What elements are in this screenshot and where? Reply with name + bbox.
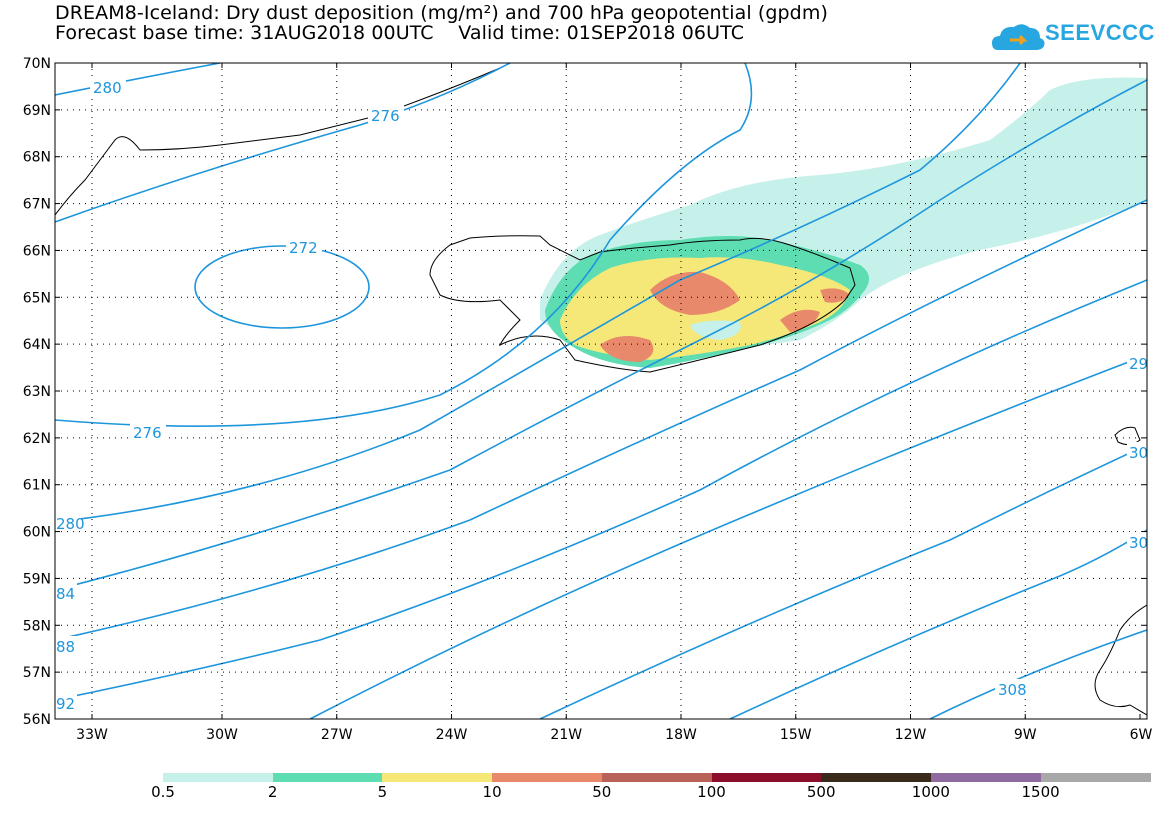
dust-iceland-orange-2 [600,336,654,362]
contour-label: 280 [93,79,122,97]
lon-label: 24W [436,727,468,743]
contour-label: 92 [56,695,75,713]
lon-label: 15W [780,727,812,743]
legend-label: 1000 [911,783,950,801]
lat-label: 68N [23,150,51,166]
contour-label: 276 [371,107,400,125]
lat-label: 57N [23,665,51,681]
lat-label: 58N [23,618,51,634]
lat-label: 66N [23,243,51,259]
axis-ticks [55,62,1147,720]
contour-label: 280 [56,515,85,533]
cloud-logo-icon [992,24,1045,50]
legend-color-box [492,773,603,782]
latitude-labels: 70N 69N 68N 67N 66N 65N 64N 63N 62N 61N 60N 59N 58N 5… [23,56,51,728]
legend-label: 5 [377,783,388,801]
contour-280 [55,63,1021,523]
graticule [55,63,1147,719]
legend-color-box [272,773,383,782]
legend-label: 10 [482,783,502,801]
lon-label: 6W [1130,727,1153,743]
contour-label: 272 [289,239,318,257]
dust-iceland-orange-4 [820,288,850,303]
contour-label: 84 [56,585,75,603]
dust-deposition-layer [540,77,1147,368]
greenland-coast [55,67,501,216]
lat-label: 65N [23,290,51,306]
legend-label: 500 [806,783,836,801]
contour-label: 29 [1129,355,1148,373]
contour-300 [539,444,1147,719]
lat-label: 69N [23,103,51,119]
longitude-labels: 33W 30W 27W 24W 21W 18W 15W 12W 9W 6W [76,727,1152,743]
contour-272 [194,245,370,329]
contour-label: 88 [56,638,75,656]
logo-text: SEEVCCC [1045,20,1155,45]
lat-label: 67N [23,197,51,213]
legend-label: 50 [592,783,612,801]
contour-292 [55,279,1147,701]
lat-label: 56N [23,712,51,728]
lat-label: 62N [23,431,51,447]
legend-label: 100 [697,783,726,801]
dust-iceland-orange-3 [780,309,820,332]
lon-label: 30W [206,727,238,743]
lon-label: 12W [895,727,927,743]
contour-296 [309,354,1147,719]
lon-label: 27W [321,727,353,743]
dust-iceland-orange-1 [650,271,740,315]
legend-color-box [711,773,822,782]
map-title-line1: DREAM8-Iceland: Dry dust deposition (mg/… [55,2,828,24]
legend-label: 2 [267,783,278,801]
faroe-coast [1114,426,1141,446]
lat-label: 64N [23,337,51,353]
contour-label: 308 [998,681,1027,699]
legend-color-box [821,773,932,782]
lon-label: 18W [665,727,697,743]
lon-label: 21W [550,727,582,743]
geopotential-contours [55,63,1147,719]
legend-color-box [1040,773,1151,782]
contour-284 [55,79,1147,591]
contour-label: 30 [1129,444,1148,462]
iceland-coast [429,235,856,373]
contour-276-north [55,63,511,223]
lat-label: 70N [23,56,51,72]
contour-276-south [55,63,753,427]
legend-label: 0.5 [151,783,175,801]
contour-280-north [55,63,221,96]
scotland-coast [1094,604,1147,716]
lat-label: 60N [23,525,51,541]
contour-label: 276 [133,424,162,442]
lon-label: 33W [76,727,108,743]
contour-304 [729,529,1147,719]
legend-color-box [601,773,712,782]
lon-label: 9W [1014,727,1037,743]
contour-308 [929,629,1147,719]
lat-label: 61N [23,478,51,494]
legend-color-box [382,773,493,782]
contour-labels: 280 276 272 276 280 84 88 92 308 29 30 3… [55,77,1148,713]
coastlines [55,67,1147,716]
legend-color-box [930,773,1042,782]
lat-label: 59N [23,571,51,587]
map-title-line2: Forecast base time: 31AUG2018 00UTC Vali… [55,22,745,44]
legend-label: 1500 [1021,783,1060,801]
lat-label: 63N [23,384,51,400]
contour-label: 30 [1129,534,1148,552]
contour-288 [55,199,1147,641]
legend-color-box [163,773,274,782]
